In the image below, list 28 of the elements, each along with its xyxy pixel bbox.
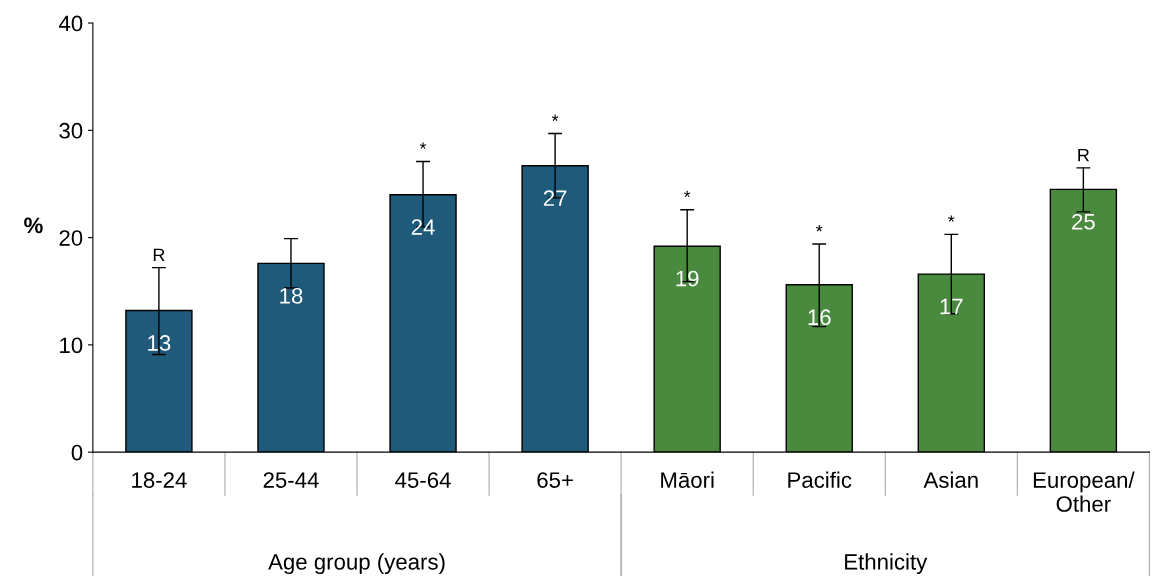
x-tick-label: 45-64 [395, 472, 451, 488]
annotation: * [683, 190, 691, 198]
y-tick-label: 20 [59, 230, 83, 246]
x-tick-label: Māori [661, 471, 714, 488]
y-axis-title: % [24, 217, 43, 234]
y-tick-label: 0 [71, 444, 83, 461]
annotation: * [816, 225, 823, 232]
data-label: 13 [148, 335, 171, 351]
annotation: * [948, 215, 955, 222]
annotation: R [153, 248, 165, 262]
data-label: 24 [411, 219, 435, 235]
x-tick-label: Asian [923, 471, 978, 488]
x-tick-label: 18-24 [132, 472, 187, 488]
y-tick-label: 40 [58, 15, 83, 32]
data-label: 18 [280, 287, 303, 304]
data-label: 27 [543, 190, 567, 206]
annotation: R [1078, 148, 1090, 162]
x-tick-label: Pacific [788, 471, 852, 488]
y-tick-label: 10 [60, 337, 83, 354]
x-tick-label: 25-44 [263, 472, 319, 488]
x-tick-label: 65+ [537, 472, 573, 488]
data-label: 25 [1072, 213, 1095, 230]
annotation: * [551, 114, 559, 121]
annotation: * [419, 142, 427, 149]
text: Age group (years) [268, 553, 445, 575]
x-tick-label: European/ Other [1033, 471, 1135, 512]
y-tick-label: 30 [59, 122, 83, 139]
text: Ethnicity [845, 553, 928, 575]
